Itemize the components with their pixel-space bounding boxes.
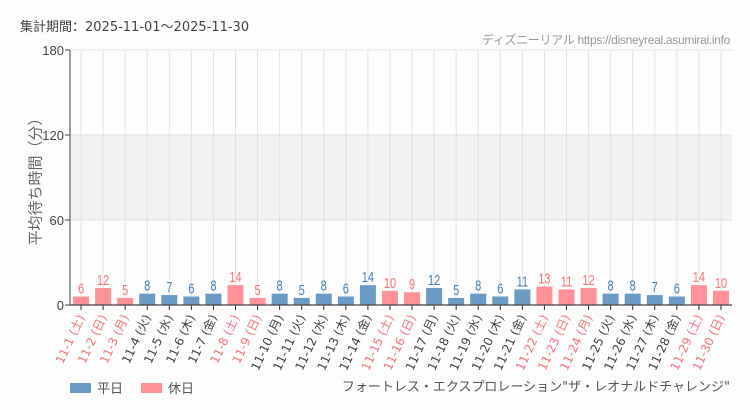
bar-value-label: 8	[277, 277, 283, 294]
bar-value-label: 6	[188, 280, 194, 297]
legend: 平日 休日	[70, 378, 194, 397]
attraction-name: フォートレス・エクスプロレーション"ザ・レオナルドチャレンジ"	[341, 380, 730, 395]
bar-value-label: 8	[608, 277, 614, 294]
bar-value-label: 5	[122, 281, 128, 298]
bar-value-label: 5	[453, 281, 459, 298]
bar[interactable]	[448, 297, 465, 305]
bar[interactable]	[337, 296, 354, 306]
y-tick-label: 180	[42, 43, 64, 58]
bar[interactable]	[668, 296, 685, 306]
shaded-band	[70, 135, 732, 220]
period-label: 集計期間：2025-11-01～2025-11-30	[20, 20, 250, 35]
bar[interactable]	[624, 293, 641, 305]
bar-value-label: 6	[497, 280, 503, 297]
bar-value-label: 8	[630, 277, 636, 294]
bar[interactable]	[426, 288, 443, 305]
bar-value-label: 13	[538, 270, 550, 287]
bar-value-label: 6	[343, 280, 349, 297]
legend-label-weekday: 平日	[97, 382, 124, 397]
bar[interactable]	[293, 297, 310, 305]
bar-value-label: 12	[97, 271, 109, 288]
site-credit: ディズニーリアル https://disneyreal.asumirai.inf…	[481, 33, 730, 47]
bar-value-label: 8	[144, 277, 150, 294]
bar[interactable]	[73, 296, 90, 306]
bar[interactable]	[712, 290, 729, 305]
bar-value-label: 9	[409, 276, 415, 293]
bar[interactable]	[646, 295, 663, 305]
bar[interactable]	[558, 289, 575, 305]
bar[interactable]	[359, 285, 376, 305]
bar-value-label: 8	[210, 277, 216, 294]
bar-value-label: 6	[674, 280, 680, 297]
legend-item-holiday[interactable]: 休日	[141, 378, 194, 397]
bar[interactable]	[404, 292, 421, 305]
bar-value-label: 7	[166, 278, 172, 295]
bar-value-label: 6	[78, 280, 84, 297]
bar[interactable]	[514, 289, 531, 305]
bar[interactable]	[690, 285, 707, 305]
bar[interactable]	[271, 293, 288, 305]
bar-value-label: 12	[428, 271, 440, 288]
bar-value-label: 14	[693, 269, 705, 286]
legend-item-weekday[interactable]: 平日	[70, 378, 123, 397]
bar[interactable]	[249, 297, 266, 305]
bar[interactable]	[139, 293, 156, 305]
bar[interactable]	[315, 293, 332, 305]
bar[interactable]	[381, 290, 398, 305]
bar-value-label: 11	[561, 273, 572, 290]
y-tick-label: 120	[42, 128, 64, 143]
bar-value-label: 8	[475, 277, 481, 294]
bar-value-label: 5	[254, 281, 260, 298]
bar-value-label: 5	[299, 281, 305, 298]
bar-value-label: 11	[517, 273, 528, 290]
bar[interactable]	[117, 297, 134, 305]
bar[interactable]	[602, 293, 619, 305]
bar[interactable]	[205, 293, 222, 305]
legend-label-holiday: 休日	[168, 382, 195, 397]
bar-value-label: 14	[362, 269, 374, 286]
bar[interactable]	[470, 293, 487, 305]
bar-value-label: 10	[384, 274, 396, 291]
bar[interactable]	[492, 296, 509, 306]
bar[interactable]	[580, 288, 597, 305]
bar[interactable]	[183, 296, 200, 306]
bar-value-label: 12	[582, 271, 594, 288]
bar[interactable]	[161, 295, 178, 305]
bar-value-label: 14	[229, 269, 241, 286]
bar[interactable]	[95, 288, 112, 305]
bar-value-label: 8	[321, 277, 327, 294]
legend-swatch-weekday	[70, 382, 91, 393]
y-tick-label: 0	[57, 298, 64, 313]
y-tick-label: 60	[50, 213, 64, 228]
bar-value-label: 7	[652, 278, 658, 295]
bar[interactable]	[227, 285, 244, 305]
bar-value-label: 10	[715, 274, 727, 291]
bar[interactable]	[536, 286, 553, 305]
legend-swatch-holiday	[141, 382, 163, 393]
